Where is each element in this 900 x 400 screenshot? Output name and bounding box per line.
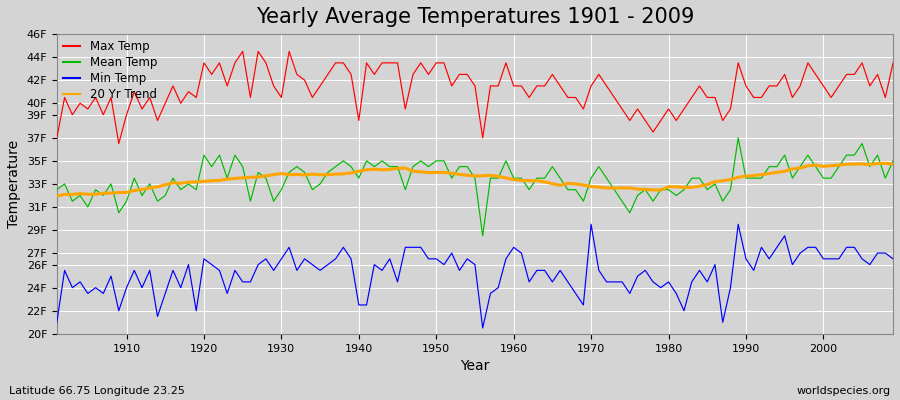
- Text: Latitude 66.75 Longitude 23.25: Latitude 66.75 Longitude 23.25: [9, 386, 184, 396]
- X-axis label: Year: Year: [460, 359, 490, 373]
- Y-axis label: Temperature: Temperature: [7, 140, 21, 228]
- Title: Yearly Average Temperatures 1901 - 2009: Yearly Average Temperatures 1901 - 2009: [256, 7, 694, 27]
- Legend: Max Temp, Mean Temp, Min Temp, 20 Yr Trend: Max Temp, Mean Temp, Min Temp, 20 Yr Tre…: [60, 38, 159, 103]
- Text: worldspecies.org: worldspecies.org: [796, 386, 891, 396]
